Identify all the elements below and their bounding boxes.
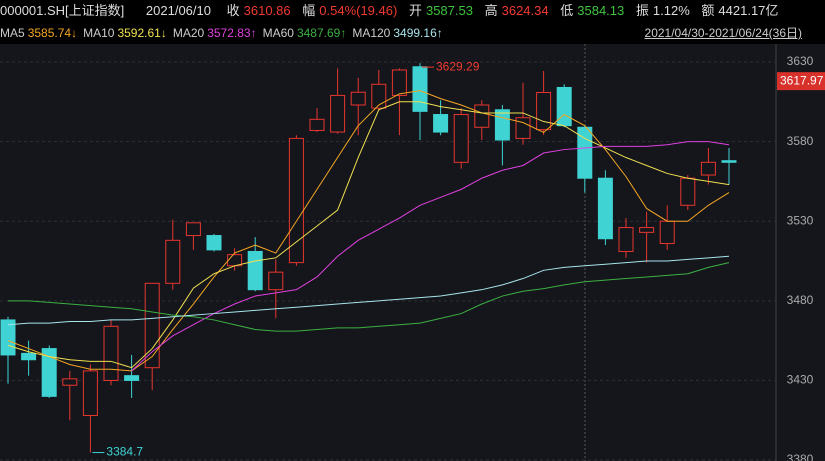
- legend-name: MA120: [352, 26, 391, 40]
- annotation: 3629.29: [436, 59, 480, 73]
- y-tick-label: 3630: [787, 54, 814, 68]
- ma-line: [8, 262, 730, 332]
- candle-body: [453, 114, 469, 163]
- candle-body: [330, 94, 346, 133]
- candle-body: [268, 271, 284, 291]
- candle-body: [227, 254, 243, 267]
- value: 3624.34: [501, 3, 549, 18]
- value: 3584.13: [577, 3, 625, 18]
- y-tick-label: 3380: [787, 452, 814, 461]
- candle-body: [62, 378, 78, 386]
- candle-body: [0, 319, 16, 356]
- label: 振: [635, 3, 649, 18]
- candle-body: [185, 222, 201, 237]
- legend-trend: ↓: [71, 26, 78, 40]
- cursor-box: [777, 72, 825, 91]
- ma-line: [131, 141, 730, 372]
- candle-body: [412, 66, 428, 112]
- candle-body: [165, 239, 181, 284]
- label: 低: [560, 3, 574, 18]
- legend-value: 3592.61: [117, 26, 161, 40]
- legend-value: 3499.16: [393, 26, 437, 40]
- legend-trend: ↓: [160, 26, 167, 40]
- label: 收: [226, 3, 240, 18]
- candle-body: [659, 220, 675, 245]
- candle-body: [680, 177, 696, 206]
- value: 4421.17亿: [718, 3, 779, 18]
- candle-body: [474, 104, 490, 128]
- annotation: 3384.7: [106, 445, 143, 459]
- candle-body: [700, 161, 716, 176]
- legend-value: 3572.83: [207, 26, 251, 40]
- candle-body: [82, 370, 98, 416]
- ma-line: [7, 90, 730, 372]
- candle-body: [597, 177, 613, 240]
- candle-body: [247, 250, 263, 291]
- candle-body: [494, 109, 510, 141]
- value: 1.12%: [652, 3, 690, 18]
- date: 2021/06/10: [145, 3, 211, 18]
- legend-name: MA60: [262, 26, 294, 40]
- candle-body: [618, 227, 634, 252]
- plot-bg: [0, 44, 825, 461]
- legend: MA5 3585.74↓ MA10 3592.61↓ MA20 3572.83↑ MA60 3…: [0, 22, 825, 44]
- legend-trend: ↑: [436, 26, 443, 40]
- header: 000001.SH[上证指数] 2021/06/10 收 3610.86 幅 0.5…: [0, 0, 825, 22]
- cursor-label: 3617.97: [780, 73, 824, 87]
- candle-body: [433, 114, 449, 133]
- candle-body: [371, 83, 387, 109]
- legend-value: 3585.74: [27, 26, 72, 40]
- y-tick-label: 3530: [787, 213, 814, 227]
- label: 高: [484, 3, 498, 18]
- candle-body: [721, 160, 737, 163]
- ma-line: [7, 101, 730, 369]
- legend-trend: ↑: [340, 26, 347, 40]
- candle-body: [206, 235, 222, 251]
- legend-name: MA10: [83, 26, 115, 40]
- candle-body: [536, 91, 552, 131]
- value: 3587.53: [425, 3, 473, 18]
- legend-value: 3487.69: [296, 26, 341, 40]
- candle-body: [350, 91, 366, 106]
- candle-body: [144, 282, 160, 369]
- candle-body: [288, 137, 304, 264]
- candle-body: [103, 325, 119, 381]
- label: 幅: [302, 3, 316, 18]
- candle-body: [41, 348, 57, 397]
- label: 开: [408, 3, 422, 18]
- candle-body: [309, 118, 325, 131]
- y-tick-label: 3480: [787, 293, 814, 307]
- date-range[interactable]: 2021/04/30-2021/06/24(36日): [644, 26, 802, 40]
- candle-body: [391, 69, 407, 96]
- candle-body: [556, 86, 572, 127]
- value: 0.54%(19.46): [319, 3, 398, 18]
- y-tick-label: 3580: [787, 134, 814, 148]
- candle-body: [515, 117, 531, 139]
- legend-trend: ↑: [250, 26, 257, 40]
- label: 额: [701, 3, 715, 18]
- value: 3610.86: [243, 3, 291, 18]
- legend-name: MA20: [172, 26, 205, 40]
- y-tick-label: 3430: [787, 373, 814, 387]
- ma-line: [7, 255, 730, 326]
- symbol: 000001.SH[上证指数]: [0, 3, 125, 18]
- candle-body: [124, 375, 140, 381]
- candle-body: [21, 352, 37, 361]
- legend-name: MA5: [0, 26, 25, 40]
- candle-body: [639, 227, 655, 233]
